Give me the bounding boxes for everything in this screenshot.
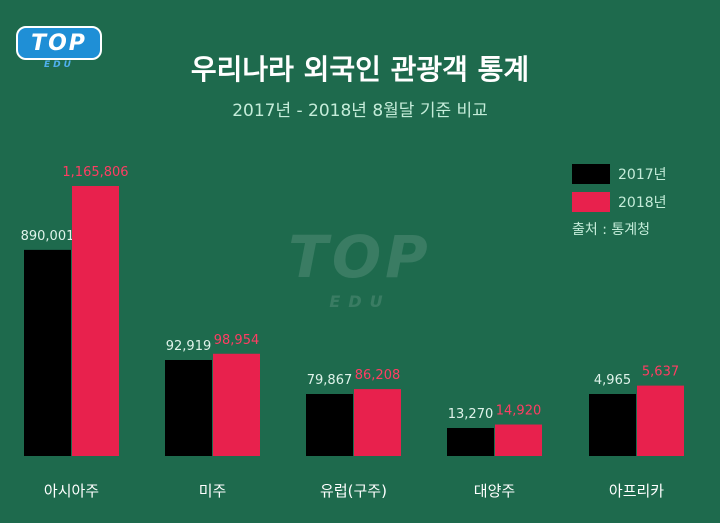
chart-subtitle: 2017년 - 2018년 8월달 기준 비교 [232,101,488,121]
category-label-0: 아시아주 [44,482,99,500]
data-label-2018-2: 86,208 [355,368,401,383]
legend-label-2017: 2017년 [618,167,667,183]
data-label-2017-3: 13,270 [448,407,494,422]
watermark-subtext: EDU [329,292,391,311]
top-edu-logo: TOP EDU [16,26,102,70]
data-label-2018-4: 5,637 [642,365,679,380]
category-label-4: 아프리카 [609,482,664,500]
logo-subtext: EDU [44,60,74,70]
legend-item-2017: 2017년 [572,162,667,186]
legend-label-2018: 2018년 [618,195,667,211]
category-label-3: 대양주 [474,482,515,500]
watermark-text: TOP [288,223,432,291]
category-label-2: 유럽(구주) [320,482,387,500]
top-edu-watermark: TOP EDU [262,222,458,312]
data-label-2018-1: 98,954 [214,333,260,348]
data-label-2017-2: 79,867 [307,373,353,388]
data-label-2017-4: 4,965 [594,373,631,388]
bar-2017-2 [306,394,353,456]
bar-2017-1 [165,360,212,456]
bar-2018-0 [72,186,119,456]
data-label-2017-0: 890,001 [21,229,75,244]
legend-item-2018: 2018년 [572,190,667,214]
bar-2018-2 [354,389,401,456]
bar-2017-4 [589,394,636,456]
data-label-2017-1: 92,919 [166,339,212,354]
data-label-2018-0: 1,165,806 [62,165,128,180]
legend-swatch-2017 [572,164,610,184]
bar-2017-3 [447,428,494,456]
bar-2018-3 [495,424,542,456]
category-label-1: 미주 [199,482,227,500]
bar-2017-0 [24,249,71,456]
bar-2018-4 [637,385,684,456]
legend-swatch-2018 [572,192,610,212]
logo-text: TOP [16,26,102,60]
bar-2018-1 [213,353,260,456]
chart-title: 우리나라 외국인 관광객 통계 [190,53,530,86]
legend: 2017년 2018년 [572,162,667,218]
data-source-note: 출처 : 통계청 [572,222,651,238]
data-label-2018-3: 14,920 [496,404,542,419]
